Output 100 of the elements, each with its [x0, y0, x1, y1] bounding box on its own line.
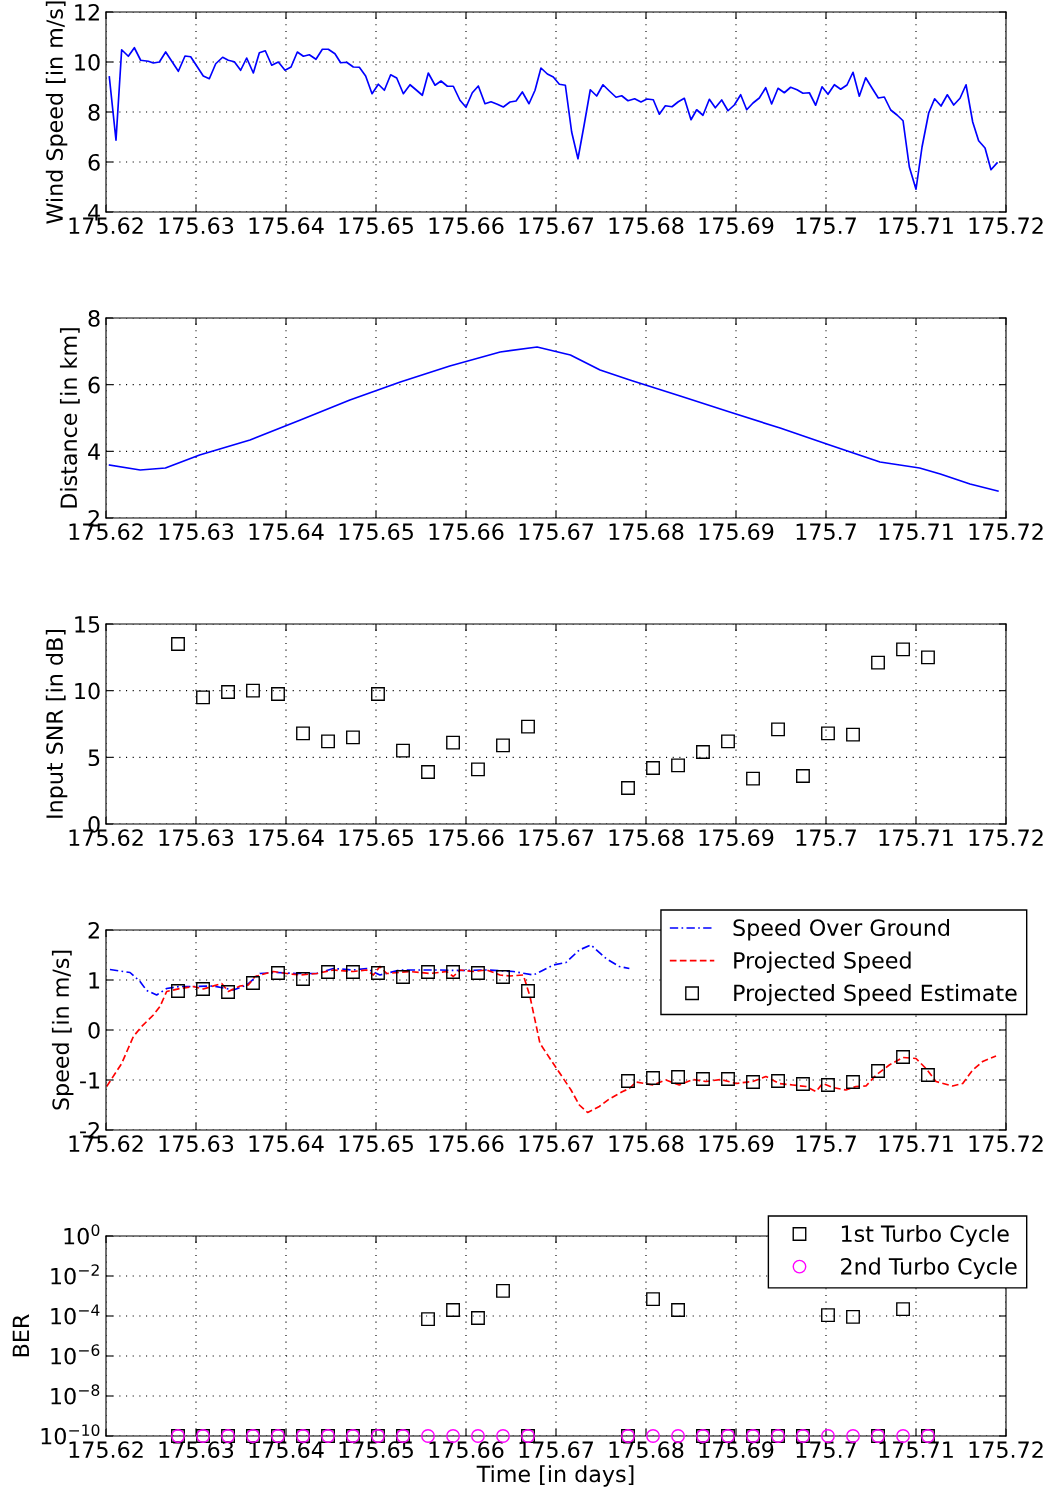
point	[496, 1429, 510, 1443]
point	[796, 1077, 810, 1091]
point	[396, 970, 410, 984]
x-tick-label: 175.7	[796, 829, 856, 847]
point	[721, 734, 735, 749]
point	[671, 758, 685, 773]
point	[221, 685, 235, 699]
x-tick-label: 175.63	[159, 523, 234, 541]
point	[646, 1292, 660, 1307]
x-tick-label: 175.66	[429, 1135, 504, 1153]
point	[471, 1310, 485, 1325]
x-tick-label: 175.72	[969, 217, 1043, 235]
point	[721, 1072, 735, 1086]
x-tick-label: 175.7	[796, 217, 856, 235]
y-tick-label: 10$^{−4}$	[51, 1304, 100, 1325]
x-tick-label: 175.66	[429, 523, 504, 541]
point	[896, 1050, 910, 1064]
point	[246, 683, 260, 698]
point	[346, 965, 360, 979]
point	[371, 687, 385, 701]
x-tick-label: 175.63	[159, 829, 234, 847]
y-tick-label: 4	[88, 443, 100, 460]
y-tick-label: 10$^{−6}$	[51, 1344, 100, 1365]
point	[621, 1074, 635, 1088]
legend-label: 2nd Turbo Cycle	[841, 1257, 1017, 1280]
y-tick-label: 6	[88, 376, 100, 394]
y-tick-label: 10	[75, 682, 100, 700]
point	[796, 769, 810, 783]
x-tick-label: 175.65	[339, 523, 413, 541]
x-tick-label: 175.72	[969, 1135, 1043, 1153]
point	[846, 727, 860, 742]
y-tick-label: 6	[88, 153, 100, 171]
x-tick-label: 175.65	[339, 1441, 413, 1459]
point	[921, 1068, 935, 1082]
x-tick-label: 175.71	[879, 829, 953, 847]
point	[846, 1309, 860, 1324]
point	[771, 1074, 785, 1088]
legend-label: Projected Speed Estimate	[734, 984, 1017, 1006]
point	[346, 730, 360, 745]
x-tick-label: 175.7	[796, 523, 856, 541]
x-tick-label: 175.65	[339, 829, 413, 847]
point	[871, 1064, 885, 1078]
point	[246, 976, 260, 990]
legend-label: 1st Turbo Cycle	[841, 1224, 1009, 1247]
point	[496, 1283, 510, 1298]
x-tick-label: 175.7	[796, 1441, 856, 1459]
point	[196, 982, 210, 996]
point	[271, 966, 285, 980]
x-tick-label: 175.67	[519, 523, 593, 541]
x-tick-label: 175.69	[699, 829, 774, 847]
y-tick-label: 0	[88, 1021, 100, 1039]
point	[171, 637, 185, 651]
x-tick-label: 175.71	[879, 1441, 953, 1459]
x-tick-label: 175.68	[609, 1441, 684, 1459]
point	[671, 1070, 685, 1084]
point	[896, 642, 910, 657]
point	[746, 1075, 760, 1089]
x-axis-title: Time [in days]	[476, 1465, 634, 1487]
x-tick-label: 175.65	[339, 1135, 413, 1153]
x-tick-label: 175.67	[519, 217, 593, 235]
point	[921, 650, 935, 665]
point	[696, 1072, 710, 1086]
point	[471, 762, 485, 777]
point	[521, 719, 535, 734]
x-tick-label: 175.71	[879, 1135, 953, 1153]
point	[771, 722, 785, 737]
x-tick-label: 175.69	[699, 523, 774, 541]
x-tick-label: 175.63	[159, 1441, 234, 1459]
x-tick-label: 175.71	[879, 523, 953, 541]
point	[421, 1312, 435, 1327]
point	[896, 1302, 910, 1317]
y-tick-label: 8	[88, 103, 100, 121]
point	[446, 735, 460, 750]
x-tick-label: 175.64	[249, 829, 324, 847]
x-tick-label: 175.65	[339, 217, 413, 235]
y-tick-label: 5	[88, 749, 100, 767]
y-tick-label: 2	[88, 921, 99, 939]
x-tick-label: 175.66	[429, 829, 504, 847]
point	[221, 985, 235, 999]
point	[321, 734, 335, 749]
x-tick-label: 175.69	[699, 217, 774, 235]
point	[371, 966, 385, 980]
x-tick-label: 175.72	[969, 829, 1043, 847]
point	[521, 984, 535, 998]
x-tick-label: 175.68	[609, 523, 684, 541]
legend-label: Projected Speed	[734, 951, 911, 974]
line-series	[108, 46, 998, 191]
x-tick-label: 175.69	[699, 1135, 774, 1153]
point	[496, 970, 510, 984]
x-tick-label: 175.67	[519, 1441, 593, 1459]
x-tick-label: 175.68	[609, 1135, 684, 1153]
point	[746, 771, 760, 786]
point	[321, 965, 335, 979]
x-tick-label: 175.7	[796, 1135, 856, 1153]
y-axis-title: BER	[12, 1314, 29, 1357]
y-tick-label: 10	[75, 53, 100, 71]
point	[171, 984, 185, 998]
point	[646, 761, 660, 775]
x-tick-label: 175.72	[969, 1441, 1043, 1459]
point	[471, 966, 485, 980]
